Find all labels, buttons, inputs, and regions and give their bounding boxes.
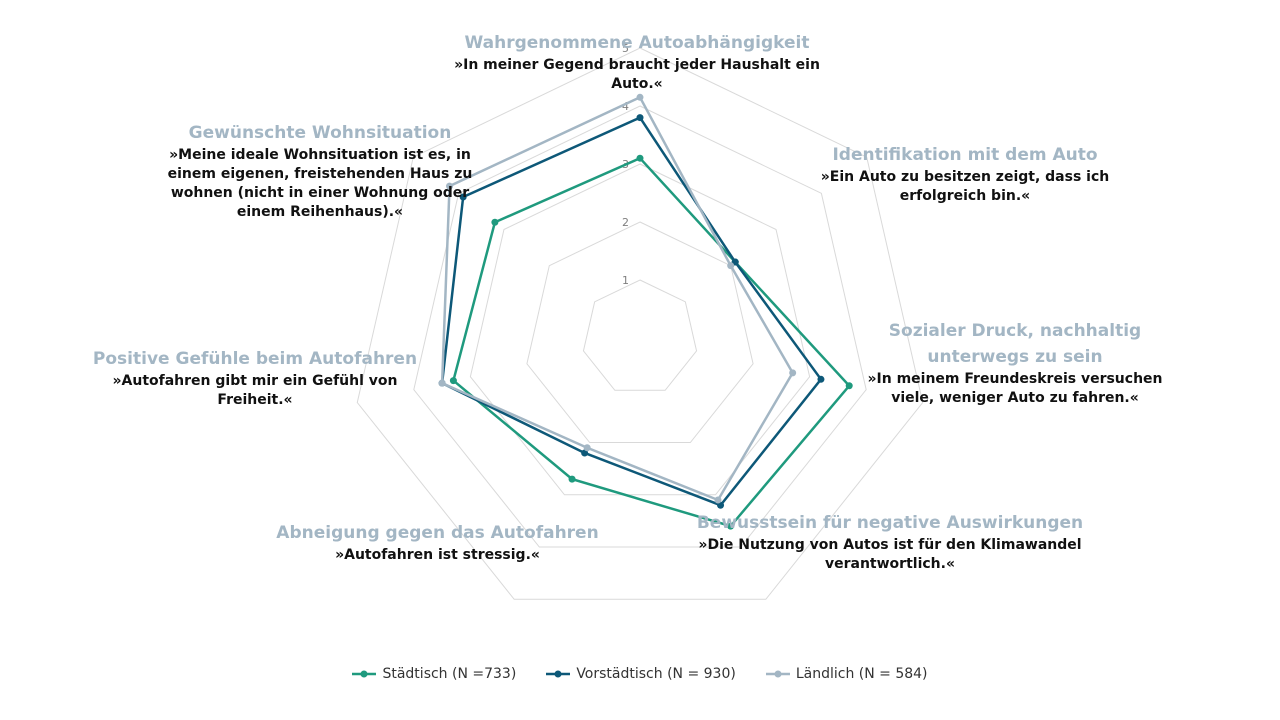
series-line <box>440 95 795 502</box>
axis-quote: »In meiner Gegend braucht jeder Haushalt… <box>454 57 820 92</box>
legend-label: Vorstädtisch (N = 930) <box>576 666 736 682</box>
axis-quote: »Autofahren gibt mir ein Gefühl von Frei… <box>112 373 398 408</box>
data-point <box>636 114 644 122</box>
data-point <box>727 262 735 270</box>
data-point <box>789 369 797 377</box>
legend-swatch-icon <box>765 670 790 678</box>
data-point <box>717 501 725 509</box>
grid-ring-3 <box>469 163 811 496</box>
radar-grid <box>356 47 924 600</box>
axis-label-block: Identifikation mit dem Auto »Ein Auto zu … <box>800 142 1130 206</box>
axis-title: Sozialer Druck, nachhaltig unterwegs zu … <box>888 321 1142 367</box>
grid-ring-2 <box>526 221 754 444</box>
data-point <box>568 475 576 483</box>
axis-title: Abneigung gegen das Autofahren <box>276 523 599 543</box>
legend-item: Städtisch (N =733) <box>352 666 516 682</box>
grid-ring-1 <box>582 279 698 391</box>
data-point <box>714 496 722 504</box>
tick-label: 1 <box>622 274 629 287</box>
axis-title: Positive Gefühle beim Autofahren <box>92 349 418 369</box>
axis-label-block: Positive Gefühle beim Autofahren »Autofah… <box>90 346 420 410</box>
data-point <box>636 93 644 101</box>
data-point <box>459 193 467 201</box>
series-2 <box>438 93 797 504</box>
legend-label: Städtisch (N =733) <box>382 666 517 682</box>
axis-label-block: Abneigung gegen das Autofahren »Autofahre… <box>270 520 605 565</box>
grid-ring-4 <box>413 105 867 548</box>
data-point <box>491 218 499 226</box>
legend-item: Ländlich (N = 584) <box>765 666 928 682</box>
data-point <box>636 154 644 162</box>
axis-title: Bewusstsein für negative Auswirkungen <box>696 513 1084 533</box>
axis-label-block: Wahrgenommene Autoabhängigkeit »In meiner… <box>437 30 837 94</box>
axis-title: Identifikation mit dem Auto <box>832 145 1098 165</box>
axis-label-block: Gewünschte Wohnsituation »Meine ideale Wo… <box>150 120 490 222</box>
data-point <box>583 444 591 452</box>
legend-label: Ländlich (N = 584) <box>795 666 928 682</box>
series-1 <box>438 114 825 509</box>
radar-series <box>438 93 853 530</box>
axis-quote: »Autofahren ist stressig.« <box>335 547 540 563</box>
legend-swatch-icon <box>352 670 377 678</box>
data-point <box>438 379 446 387</box>
data-point <box>446 182 454 190</box>
data-point <box>845 382 853 390</box>
axis-quote: »Meine ideale Wohnsituation ist es, in e… <box>167 147 473 220</box>
series-line <box>451 156 851 528</box>
axis-quote: »Die Nutzung von Autos ist für den Klima… <box>698 537 1082 572</box>
series-line <box>440 116 823 507</box>
tick-label: 2 <box>622 216 629 229</box>
legend-swatch-icon <box>546 670 571 678</box>
legend-item: Vorstädtisch (N = 930) <box>546 666 736 682</box>
axis-title: Wahrgenommene Autoabhängigkeit <box>464 33 810 53</box>
axis-title: Gewünschte Wohnsituation <box>188 123 452 143</box>
chart-legend: Städtisch (N =733) Vorstädtisch (N = 930)… <box>0 666 1280 682</box>
data-point <box>817 375 825 383</box>
data-point <box>581 449 589 457</box>
grid-ring-5 <box>356 47 924 600</box>
axis-quote: »In meinem Freundeskreis versuchen viele… <box>867 371 1163 406</box>
tick-label: 5 <box>622 42 629 55</box>
axis-label-block: Sozialer Druck, nachhaltig unterwegs zu … <box>860 318 1170 408</box>
data-point <box>449 377 457 385</box>
tick-label: 4 <box>622 100 629 113</box>
axis-label-block: Bewusstsein für negative Auswirkungen »Di… <box>690 510 1090 574</box>
data-point <box>727 522 735 530</box>
axis-quote: »Ein Auto zu besitzen zeigt, dass ich er… <box>820 169 1110 204</box>
